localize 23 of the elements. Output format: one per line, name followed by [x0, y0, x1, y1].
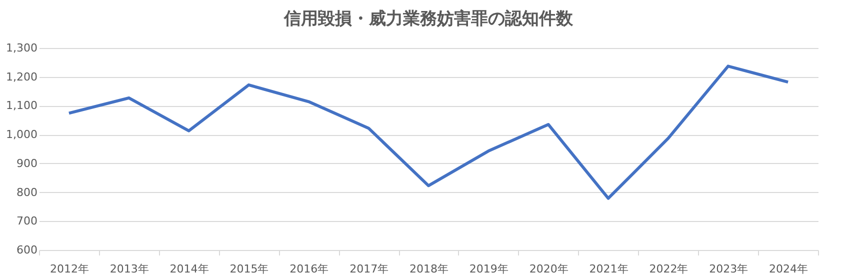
x-tick-label: 2013年 — [110, 262, 149, 276]
y-tick-label: 900 — [16, 156, 38, 170]
chart-title: 信用毀損・威力業務妨害罪の認知件数 — [283, 9, 574, 29]
y-tick-label: 800 — [16, 186, 38, 199]
y-tick-label: 1,000 — [6, 128, 38, 142]
x-tick-label: 2017年 — [350, 262, 389, 276]
x-tick-label: 2012年 — [50, 262, 89, 276]
x-tick-label: 2015年 — [230, 262, 269, 276]
x-tick-label: 2014年 — [170, 262, 209, 276]
x-tick-label: 2020年 — [529, 262, 568, 276]
line-series — [67, 64, 790, 200]
x-tick-label: 2016年 — [290, 262, 329, 276]
x-tick-label: 2021年 — [589, 262, 628, 276]
y-tick-label: 1,200 — [6, 70, 38, 84]
x-tick-label: 2023年 — [709, 262, 748, 276]
y-tick-label: 1,100 — [6, 99, 38, 112]
y-tick-label: 600 — [16, 244, 38, 256]
x-tick-label: 2024年 — [769, 262, 808, 276]
x-tick-label: 2022年 — [649, 262, 688, 276]
y-tick-label: 700 — [16, 214, 38, 228]
y-tick-label: 1,300 — [6, 42, 38, 54]
x-tick-label: 2019年 — [469, 262, 508, 276]
x-tick-label: 2018年 — [410, 262, 448, 276]
